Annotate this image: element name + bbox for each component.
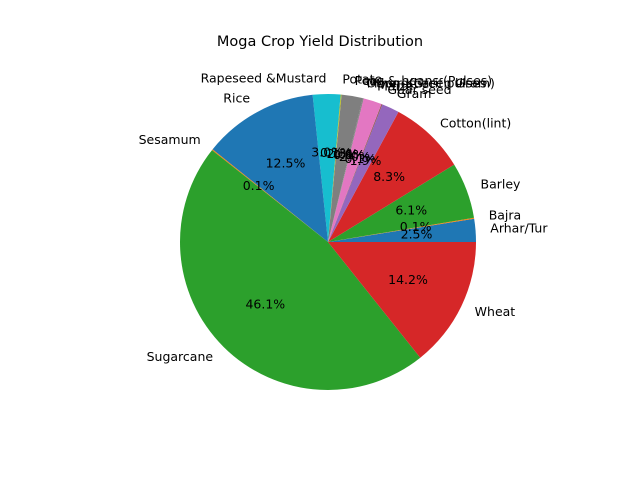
slice-pct-peas-beans-pulses: 2.3%: [327, 146, 359, 161]
chart-title: Moga Crop Yield Distribution: [216, 34, 424, 50]
pie-slice-rapeseed-mustard: [312, 94, 341, 242]
slice-label-other-kharif-pulses: Other Kharif pulses: [366, 75, 486, 90]
slice-label-rice: Rice: [223, 91, 250, 106]
pie-slice-rice: [212, 94, 328, 242]
pie-slice-sugarcane: [179, 150, 421, 391]
slice-pct-arhar-tur: 2.5%: [401, 226, 433, 241]
slice-label-rapeseed-mustard: Rapeseed &Mustard: [201, 71, 327, 86]
pie-slice-peas-beans-pulses: [328, 94, 363, 242]
slice-label-peas-beans-pulses: Peas & beans (Pulses): [355, 73, 493, 88]
slice-label-sugarcane: Sugarcane: [147, 349, 214, 364]
pie-slice-bajra: [328, 217, 475, 242]
slice-label-moong-green-gram: Moong(Green Gram): [367, 75, 495, 90]
slice-pct-barley: 6.1%: [395, 202, 427, 217]
pie-slices: [179, 94, 476, 391]
pie-slice-maize: [328, 98, 382, 242]
slice-pct-bajra: 0.1%: [400, 219, 432, 234]
slice-pct-guar-seed: 0.1%: [344, 151, 376, 166]
slice-pct-gram: 1.9%: [350, 153, 382, 168]
slice-pct-cotton-lint: 8.3%: [373, 169, 405, 184]
slice-label-bajra: Bajra: [489, 207, 522, 222]
slice-pct-rice: 12.5%: [266, 156, 306, 171]
pie-labels: Arhar/Tur 2.5% Bajra 0.1% Barley 6.1% Cotton(l…: [139, 71, 549, 364]
pie-slice-gram: [328, 104, 399, 243]
pie-slice-guar-seed: [328, 104, 383, 242]
slice-label-gram: Gram: [397, 86, 432, 101]
slice-label-potato: Potato: [342, 71, 382, 86]
slice-label-cotton-lint: Cotton(lint): [440, 115, 511, 130]
slice-pct-other-kharif-pulses: 0.0%: [333, 147, 365, 162]
slice-label-arhar-tur: Arhar/Tur: [490, 221, 548, 236]
slice-pct-rapeseed-mustard: 3.0%: [311, 145, 343, 160]
pie-slice-wheat: [328, 242, 476, 358]
slice-label-sesamum: Sesamum: [139, 132, 201, 147]
slice-label-maize: Maize: [377, 78, 413, 93]
slice-pct-potato: 0.1%: [320, 145, 352, 160]
slice-label-wheat: Wheat: [475, 304, 516, 319]
pie-slice-potato: [328, 94, 342, 242]
slice-pct-sugarcane: 46.1%: [245, 296, 285, 311]
slice-pct-moong-green-gram: 0.1%: [333, 147, 365, 162]
pie-slice-barley: [328, 164, 475, 242]
slice-label-guar-seed: Guar seed: [387, 82, 451, 97]
slice-label-barley: Barley: [481, 177, 522, 192]
pie-slice-moong-green-gram: [328, 98, 364, 242]
slice-pct-wheat: 14.2%: [388, 272, 428, 287]
pie-slice-sesamum: [211, 149, 328, 242]
slice-pct-maize: 2.0%: [339, 149, 371, 164]
slice-pct-sesamum: 0.1%: [243, 178, 275, 193]
pie-slice-arhar-tur: [328, 218, 476, 242]
pie-slice-cotton-lint: [328, 111, 455, 242]
